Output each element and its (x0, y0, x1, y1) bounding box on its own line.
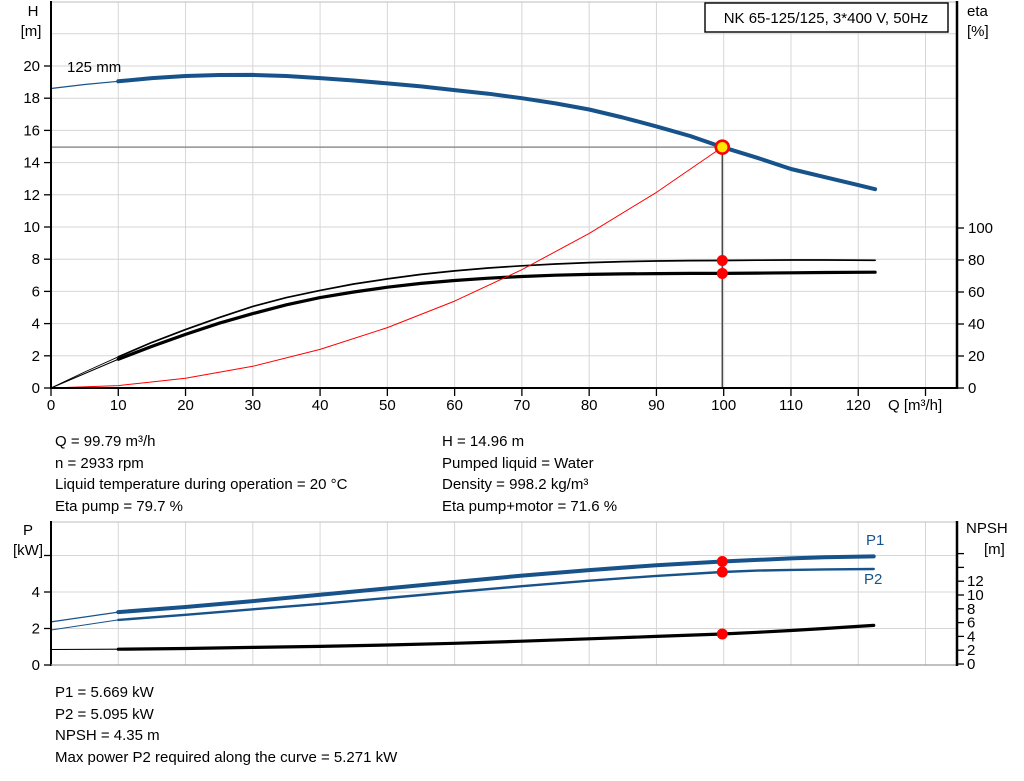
q-tick-label: 120 (846, 397, 871, 414)
p-tick-label: 0 (32, 657, 40, 674)
npsh-tick-label: 6 (967, 615, 975, 632)
eta-tick-label: 100 (968, 220, 993, 237)
q-axis-label: Q [m³/h] (888, 397, 942, 414)
ticks-layer: 0 10 20 30 40 50 60 70 80 90 100 110 120024681012141… (23, 58, 993, 674)
h-tick-label: 18 (23, 90, 40, 107)
q-tick-label: 60 (446, 397, 463, 414)
p1-point (716, 556, 728, 568)
h-tick-label: 6 (32, 283, 40, 300)
q-tick-label: 30 (244, 397, 261, 414)
h-axis-unit: [m] (21, 23, 42, 40)
h-tick-label: 20 (23, 58, 40, 75)
curve-p2 (117, 567, 875, 622)
curve-npsh (116, 623, 876, 651)
h-tick-label: 4 (32, 316, 40, 333)
result-line-p1: P1 = 5.669 kW (55, 684, 154, 701)
eta-tick-label: 40 (968, 316, 985, 333)
eta-tick-label: 20 (968, 348, 985, 365)
operating-point-marker[interactable] (714, 139, 731, 155)
curve-eta-pump (117, 259, 876, 358)
h-tick-label: 14 (23, 155, 40, 172)
info-line-q: Q = 99.79 m³/h (55, 433, 156, 450)
p-tick-label: 2 (32, 621, 40, 638)
q-tick-label: 0 (47, 397, 55, 414)
curve-system-curve (50, 146, 723, 389)
p1-curve-label: P1 (866, 532, 884, 549)
p-axis-label: P (23, 522, 33, 539)
curves-layer (50, 72, 878, 651)
eta-pump-point (716, 254, 728, 266)
h-tick-label: 2 (32, 348, 40, 365)
eta-tick-label: 60 (968, 284, 985, 301)
result-line-npsh: NPSH = 4.35 m (55, 727, 160, 744)
duty-info-right: H = 14.96 m Pumped liquid = Water Densit… (442, 431, 617, 517)
results-block: P1 = 5.669 kW P2 = 5.095 kW NPSH = 4.35 … (55, 682, 397, 768)
result-line-p2: P2 = 5.095 kW (55, 705, 154, 723)
q-tick-label: 50 (379, 397, 396, 414)
eta-tick-label: 80 (968, 252, 985, 269)
curve-h-125-mm (116, 72, 878, 192)
npsh-tick-label: 2 (967, 642, 975, 659)
curve-eta-pump-motor (116, 270, 877, 361)
eta-pump-motor-point (716, 267, 728, 279)
q-tick-label: 20 (177, 397, 194, 414)
info-line-liquid: Pumped liquid = Water (442, 454, 594, 472)
curve-eta-pump-motor-thin (50, 358, 119, 389)
h-tick-label: 0 (32, 380, 40, 397)
q-tick-label: 90 (648, 397, 665, 414)
curve-p1-thin (50, 611, 119, 623)
h-tick-label: 16 (23, 122, 40, 139)
p2-curve-label: P2 (864, 571, 882, 588)
impeller-diameter-label: 125 mm (67, 59, 121, 76)
curve-h-125-mm-thin (50, 80, 119, 90)
pump-title-box (704, 2, 949, 33)
result-line-max-power: Max power P2 required along the curve = … (55, 748, 398, 766)
duty-info-left: Q = 99.79 m³/h n = 2933 rpm Liquid tempe… (55, 431, 347, 517)
q-tick-label: 110 (779, 397, 803, 414)
info-line-temperature: Liquid temperature during operation = 20… (55, 476, 348, 493)
eta-axis-unit: [%] (967, 23, 989, 40)
h-tick-label: 10 (23, 219, 40, 236)
info-line-h: H = 14.96 m (442, 433, 525, 450)
npsh-tick-label: 0 (967, 656, 975, 673)
h-tick-label: 12 (23, 187, 40, 204)
p-tick-label: 4 (32, 584, 40, 601)
q-tick-label: 80 (581, 397, 598, 414)
curve-p1 (116, 554, 876, 615)
eta-tick-label: 0 (968, 380, 976, 397)
npsh-tick-label: 12 (967, 573, 984, 590)
npsh-tick-label: 8 (967, 601, 975, 618)
info-line-speed: n = 2933 rpm (55, 454, 144, 472)
info-line-density: Density = 998.2 kg/m³ (442, 476, 589, 493)
npsh-tick-label: 10 (967, 587, 984, 604)
q-tick-label: 40 (312, 397, 329, 414)
npsh-axis-label: NPSH (966, 520, 1008, 537)
duty-point-markers-layer (714, 139, 731, 640)
q-tick-label: 70 (514, 397, 531, 414)
q-tick-label: 10 (110, 397, 127, 414)
p-axis-unit: [kW] (13, 542, 43, 559)
p2-point (716, 566, 728, 578)
npsh-axis-unit: [m] (984, 541, 1005, 558)
curve-p2-thin (50, 619, 119, 631)
info-line-eta-pump: Eta pump = 79.7 % (55, 497, 183, 515)
pump-title: NK 65-125/125, 3*400 V, 50Hz (724, 10, 929, 27)
q-tick-label: 100 (711, 397, 736, 414)
duty-point-lines-layer (51, 146, 724, 388)
info-line-eta-pump-motor: Eta pump+motor = 71.6 % (442, 497, 618, 515)
npsh-tick-label: 4 (967, 628, 975, 645)
h-tick-label: 8 (32, 251, 40, 268)
h-axis-label: H (28, 3, 39, 20)
eta-axis-label: eta (967, 3, 989, 20)
npsh-point (716, 628, 728, 640)
